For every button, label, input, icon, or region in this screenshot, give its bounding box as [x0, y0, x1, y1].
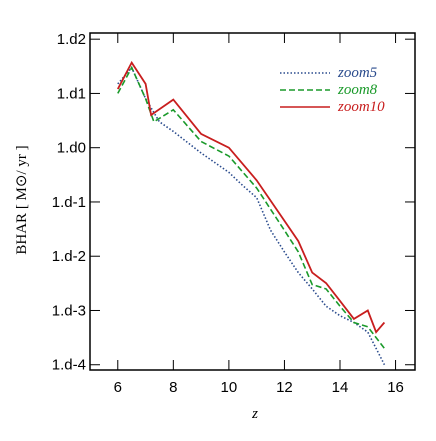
x-tick-label: 8: [169, 379, 177, 396]
series-line: [117, 60, 386, 334]
legend-label: zoom5: [337, 65, 378, 81]
x-tick-label: 6: [114, 379, 122, 396]
y-tick-label: 1.d2: [57, 31, 86, 48]
x-axis-label: z: [251, 406, 258, 422]
series-line: [117, 66, 386, 366]
y-axis-label: BHAR [ M⊙/ yr ]: [14, 145, 30, 254]
x-tick-label: 14: [332, 379, 349, 396]
y-tick-label: 1.d-3: [52, 302, 86, 319]
x-tick-label: 12: [276, 379, 293, 396]
y-tick-label: 1.d-2: [52, 248, 86, 265]
y-tick-label: 1.d1: [57, 85, 86, 102]
legend-label: zoom8: [337, 82, 378, 98]
legend-label: zoom10: [337, 99, 385, 115]
x-tick-label: 16: [387, 379, 404, 396]
x-tick-label: 10: [221, 379, 238, 396]
y-tick-label: 1.d-1: [52, 194, 86, 211]
y-tick-label: 1.d-4: [52, 357, 86, 374]
y-tick-label: 1.d0: [57, 140, 86, 157]
